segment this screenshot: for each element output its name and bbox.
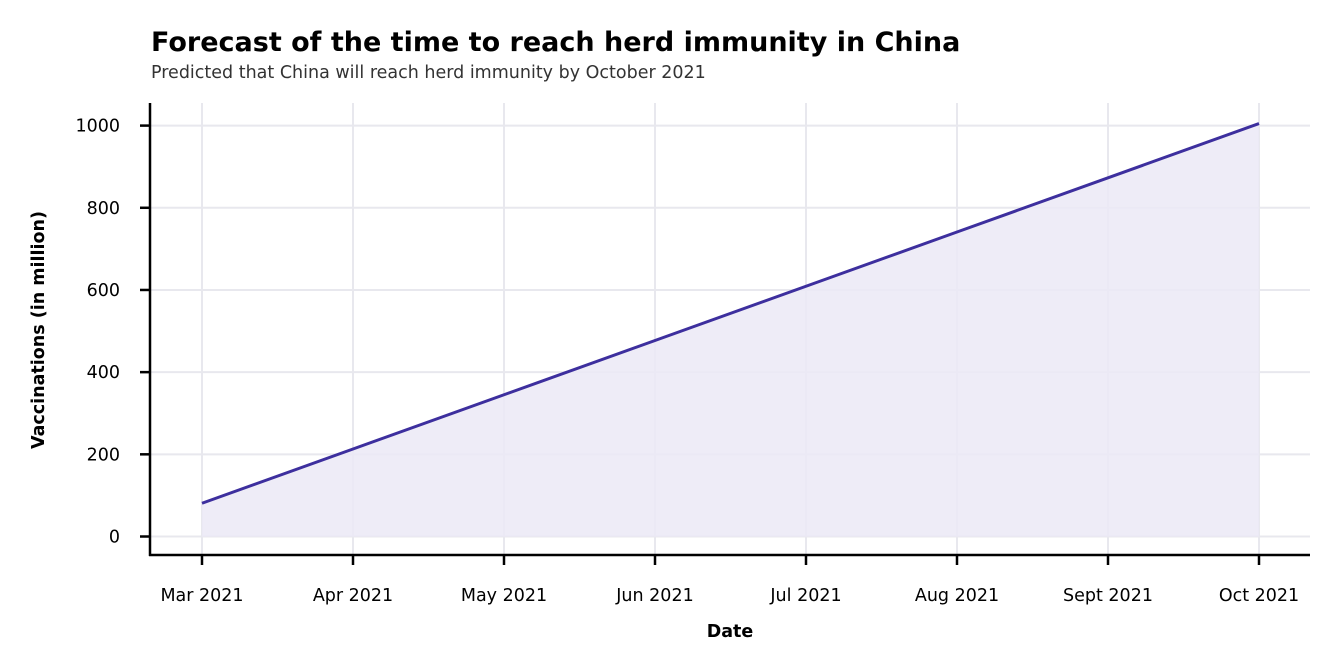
chart-subtitle: Predicted that China will reach herd imm…	[151, 63, 706, 83]
x-axis-label: Date	[707, 622, 754, 642]
x-tick-label: Mar 2021	[160, 586, 243, 606]
y-tick-label: 0	[109, 528, 120, 548]
x-tick-label: Apr 2021	[313, 586, 393, 606]
x-tick-label: Sept 2021	[1063, 586, 1153, 606]
x-tick-label: May 2021	[461, 586, 547, 606]
chart-title: Forecast of the time to reach herd immun…	[151, 27, 961, 58]
x-tick-label: Jul 2021	[769, 586, 841, 606]
x-tick-label: Oct 2021	[1219, 586, 1299, 606]
area-fill	[202, 123, 1259, 537]
x-tick-label: Aug 2021	[915, 586, 999, 606]
x-axis-ticks: Mar 2021 Apr 2021 May 2021 Jun 2021 Jul 2021…	[160, 555, 1299, 606]
x-tick-label: Jun 2021	[615, 586, 693, 606]
y-tick-label: 400	[87, 363, 120, 383]
y-tick-label: 800	[87, 199, 120, 219]
y-tick-label: 1000	[75, 117, 120, 137]
axes	[148, 103, 1310, 557]
y-axis-ticks: 0 200 400 600 800 1000	[75, 117, 150, 548]
series-line	[201, 122, 1260, 505]
y-axis-label: Vaccinations (in million)	[29, 211, 49, 449]
y-tick-label: 200	[87, 445, 120, 465]
y-tick-label: 600	[87, 281, 120, 301]
